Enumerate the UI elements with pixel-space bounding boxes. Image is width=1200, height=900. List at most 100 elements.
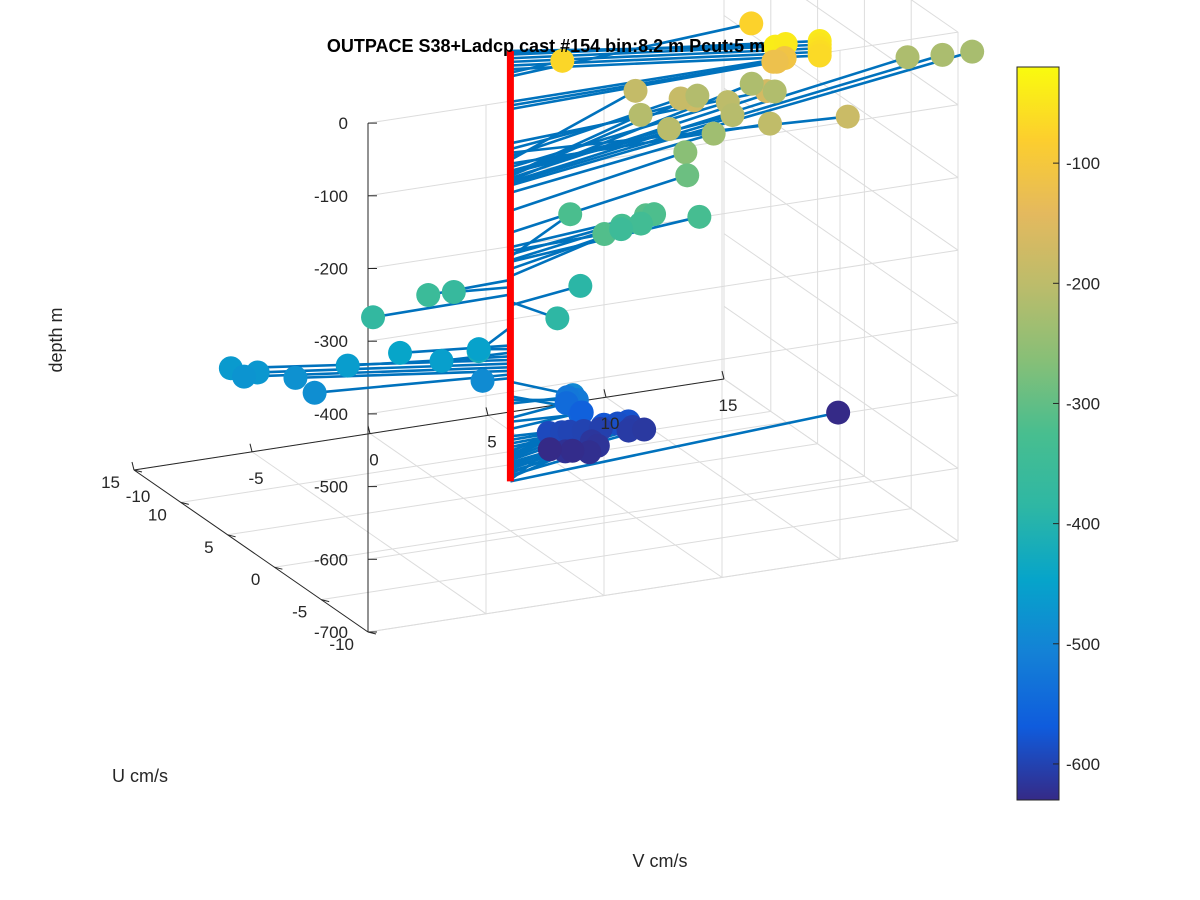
axes-grid [133,0,959,633]
velocity-stick [399,344,511,355]
velocity-stick [510,100,729,169]
y-tick-label: -5 [248,469,263,488]
gridline [723,233,959,397]
x-tick-mark [227,534,236,538]
velocity-stick [510,284,581,307]
velocity-point [835,104,860,129]
velocity-point [609,217,634,242]
gridline [367,395,959,488]
velocity-point [807,43,832,68]
velocity-point [930,42,955,67]
velocity-points [218,11,985,465]
velocity-point [657,117,682,142]
velocity-point [302,380,327,405]
velocity-point [895,45,920,70]
x-tick-label: 15 [101,473,120,492]
gridline [180,410,771,503]
y-tick-mark [721,370,725,380]
gridline [227,443,818,536]
velocity-point [739,71,764,96]
velocity-point [632,417,657,442]
z-tick-label: -100 [314,187,348,206]
gridline [274,475,865,568]
x-tick-label: 0 [251,570,260,589]
velocity-stick [510,55,908,184]
y-tick-label: 0 [369,451,378,470]
y-tick-label: 15 [719,396,738,415]
velocity-point [826,400,851,425]
velocity-point [470,368,495,393]
velocity-point [429,348,454,373]
velocity-point [558,202,583,227]
y-axis-label: V cm/s [632,851,687,871]
z-tick-label: -500 [314,478,348,497]
y-tick-mark [249,443,253,452]
velocity-point [628,211,653,236]
gridline [367,249,959,342]
colorbar-tick-label: -200 [1066,274,1100,293]
velocity-point [685,83,710,108]
colorbar-gradient [1016,66,1060,801]
colorbar-tick-label: -600 [1066,755,1100,774]
gridline [910,0,959,33]
velocity-point [388,340,413,365]
colorbar: -100 -200 -300 -400 -500 -600 [1016,66,1100,801]
colorbar-tick-label: -400 [1066,515,1100,534]
z-axis-label: depth m [46,307,66,372]
velocity-stick [510,22,752,78]
z-tick-label: -400 [314,405,348,424]
velocity-point [764,49,789,74]
velocity-point [675,163,700,188]
z-tick-label: 0 [339,114,348,133]
y-tick-label: 10 [601,414,620,433]
x-tick-mark [321,599,330,603]
x-tick-label: -10 [329,635,354,654]
x-tick-mark [180,501,189,505]
colorbar-tick-label: -300 [1066,394,1100,413]
velocity-stick [510,56,785,104]
velocity-point [441,280,466,305]
gridline [723,160,959,324]
gridline [367,467,959,560]
axis-ticks: 0-100-200-300-400-500-600-700-10-5051015… [101,114,737,654]
gridline [723,305,959,469]
gridline [805,0,959,106]
velocity-point [545,306,570,331]
x-axis-line [133,469,369,633]
y-tick-mark [367,425,371,434]
x-tick-label: -5 [292,603,307,622]
velocity-point [758,111,782,136]
x-tick-mark [133,469,143,473]
velocity-point [568,273,593,298]
gridline [367,322,959,415]
colorbar-tick-label: -100 [1066,154,1100,173]
z-tick-label: -300 [314,332,348,351]
z-tick-label: -600 [314,550,348,569]
chart-title: OUTPACE S38+Ladcp cast #154 bin:8.2 m Pc… [327,36,765,56]
x-tick-label: 5 [204,538,213,557]
velocity-point [762,79,787,104]
gridline [367,540,959,633]
y-tick-label: 5 [487,432,496,451]
velocity-point [560,438,585,463]
velocity-stick [509,97,682,158]
y-tick-mark [603,389,607,398]
velocity-point [739,11,764,36]
velocity-stick [230,358,511,370]
gridline [321,508,912,601]
velocity-point [687,204,712,229]
velocity-point [416,283,441,308]
velocity-point [569,400,594,425]
y-tick-mark [131,461,135,471]
z-tick-label: -700 [314,623,348,642]
velocity-stick [510,411,839,483]
velocity-stick [509,151,686,213]
velocity-point [232,364,257,389]
velocity-stick [509,82,753,182]
velocity-stick [509,89,637,162]
x-axis-label: U cm/s [112,766,168,786]
velocity-point [623,78,648,103]
velocity-stick [509,174,688,234]
gridline [723,378,959,542]
